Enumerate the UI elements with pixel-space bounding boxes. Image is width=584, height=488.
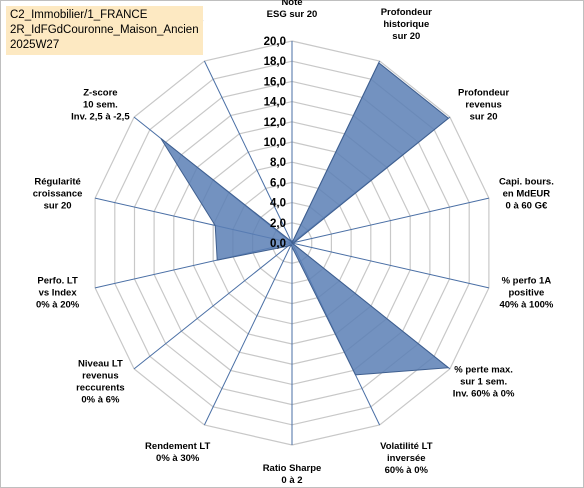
axis-label-line: positive: [508, 287, 544, 298]
tick-label: 20,0: [264, 36, 286, 48]
axis-label-line: revenus: [465, 100, 501, 111]
axis-label-line: Niveau LT: [78, 358, 123, 369]
axis-labels: Note ESG sur 20 Profondeur historique sur 20…: [33, 0, 554, 486]
axis-spoke: [291, 197, 490, 244]
axis-label-line: Capi. bours.: [499, 177, 554, 188]
axis-label-line: Inv. 2,5 à -2,5: [71, 112, 130, 123]
title-line: 2R_IdFGdCouronne_Maison_Ancien: [10, 24, 199, 36]
axis-label-line: Régularité: [34, 177, 80, 188]
tick-label: 0,0: [270, 238, 286, 250]
radial-tick-labels: 0,0 2,0 4,0 6,0 8,0 10,0 12,0 14,0 16,0 18,0 20,0: [264, 36, 286, 250]
tick-label: 14,0: [264, 97, 286, 109]
tick-label: 18,0: [264, 56, 286, 68]
axis-label-line: inversée: [387, 453, 426, 464]
axis-label-line: % perfo 1A: [502, 275, 552, 286]
axis-label: Profondeur historique sur 20: [381, 7, 432, 42]
axis-label-line: sur 20: [470, 112, 498, 123]
axis-label: Rendement LT 0% à 30%: [145, 441, 210, 464]
axis-label-line: sur 20: [392, 31, 420, 42]
axis-label: % perte max. sur 1 sem. Inv. 60% à 0%: [453, 364, 515, 399]
axis-label-line: 0 à 2: [281, 475, 302, 486]
axis-spoke: [203, 242, 293, 426]
axis-label-line: 10 sem.: [83, 100, 118, 111]
axis-label-line: ESG sur 20: [267, 9, 318, 20]
axis-label: Niveau LT revenus reccurents 0% à 6%: [76, 358, 125, 405]
axis-spoke: [133, 242, 293, 370]
axis-label-line: Ratio Sharpe: [263, 463, 322, 474]
tick-label: 2,0: [270, 218, 286, 230]
tick-label: 16,0: [264, 76, 286, 88]
radar-series: [160, 62, 450, 376]
axis-label: Profondeur revenus sur 20: [458, 88, 509, 123]
axis-label-line: Z-score: [83, 88, 117, 99]
tick-label: 4,0: [270, 198, 286, 210]
axis-label-line: reccurents: [76, 382, 125, 393]
axis-label-line: Volatilité LT: [380, 441, 433, 452]
axis-label: Capi. bours. en MdEUR 0 à 60 G€: [499, 177, 554, 212]
axis-label-line: sur 20: [44, 201, 72, 212]
axis-label: Ratio Sharpe 0 à 2: [263, 463, 322, 486]
axis-label-line: croissance: [33, 189, 83, 200]
axis-label-line: 40% à 100%: [499, 299, 553, 310]
axis-label-line: sur 1 sem.: [460, 376, 507, 387]
tick-label: 8,0: [270, 157, 286, 169]
title-line: 2025W27: [10, 39, 60, 51]
axis-label-line: Perfo. LT: [37, 275, 78, 286]
axis-label-line: Inv. 60% à 0%: [453, 388, 515, 399]
axis-label-line: 0% à 30%: [156, 453, 200, 464]
tick-label: 6,0: [270, 177, 286, 189]
axis-label-line: revenus: [82, 370, 118, 381]
axis-label-line: vs Index: [39, 287, 78, 298]
axis-label-line: en MdEUR: [503, 189, 551, 200]
chart-title: C2_Immobilier/1_FRANCE 2R_IdFGdCouronne_…: [6, 6, 203, 55]
axis-label: % perfo 1A positive 40% à 100%: [499, 275, 553, 310]
axis-spoke: [203, 60, 293, 244]
axis-label-line: Profondeur: [381, 7, 432, 18]
series-area: [160, 62, 450, 376]
axis-label-line: 0% à 6%: [81, 394, 120, 405]
axis-label: Perfo. LT vs Index 0% à 20%: [36, 275, 80, 310]
axis-label-line: historique: [383, 19, 429, 30]
axis-label-line: Note: [281, 0, 302, 8]
axis-label: Note ESG sur 20: [267, 0, 318, 20]
axis-label: Régularité croissance sur 20: [33, 177, 83, 212]
tick-label: 10,0: [264, 137, 286, 149]
axis-label: Z-score 10 sem. Inv. 2,5 à -2,5: [71, 88, 130, 123]
axis-label-line: % perte max.: [454, 364, 513, 375]
axis-label-line: Profondeur: [458, 88, 509, 99]
axis-label-line: 60% à 0%: [385, 465, 429, 476]
axis-label-line: Rendement LT: [145, 441, 210, 452]
tick-label: 12,0: [264, 117, 286, 129]
axis-spoke: [291, 242, 490, 289]
axis-label-line: 0% à 20%: [36, 299, 80, 310]
title-line: C2_Immobilier/1_FRANCE: [10, 9, 148, 21]
axis-label: Volatilité LT inversée 60% à 0%: [380, 441, 433, 476]
axis-label-line: 0 à 60 G€: [506, 201, 548, 212]
